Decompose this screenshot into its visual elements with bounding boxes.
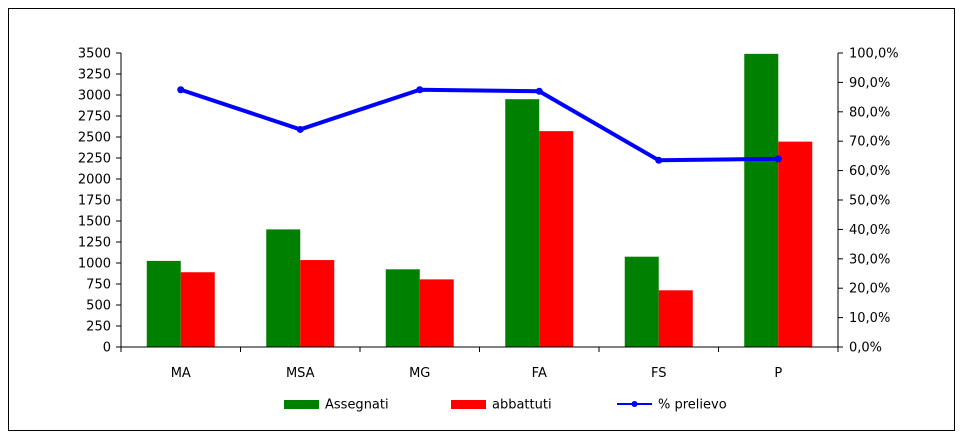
legend-swatch-assegnati bbox=[284, 400, 319, 409]
x-tick-label-mg: MG bbox=[409, 366, 430, 381]
y-left-tick-label: 750 bbox=[86, 278, 111, 293]
y-left-tick-label: 2750 bbox=[78, 110, 111, 125]
bar-assegnati-p bbox=[744, 53, 779, 348]
point-prelievo-msa bbox=[296, 125, 304, 133]
y-right-tick-label: 90,0% bbox=[849, 76, 890, 91]
legend-label-abbattuti: abbattuti bbox=[492, 398, 552, 413]
legend-label--prelievo: % prelievo bbox=[658, 398, 727, 413]
legend: Assegnati abbattuti % prelievo bbox=[284, 398, 727, 413]
y-right-tick-label: 10,0% bbox=[849, 311, 890, 326]
bar-assegnati-fa bbox=[505, 99, 540, 347]
y-left-tick-label: 1000 bbox=[78, 257, 111, 272]
legend-label-assegnati: Assegnati bbox=[325, 398, 389, 413]
y-left-tick-label: 250 bbox=[86, 320, 111, 335]
y-left-tick-label: 2250 bbox=[78, 152, 111, 167]
bar-abbattuti-msa bbox=[300, 260, 335, 347]
series-line-prelievo bbox=[180, 87, 779, 163]
y-right-tick-label: 20,0% bbox=[849, 282, 890, 297]
y-right-tick-label: 100,0% bbox=[849, 47, 899, 62]
x-tick-label-fs: FS bbox=[651, 366, 667, 381]
bar-abbattuti-fs bbox=[658, 290, 693, 347]
y-right-tick-label: 50,0% bbox=[849, 194, 890, 209]
line-layer bbox=[177, 86, 782, 164]
bar-abbattuti-ma bbox=[180, 272, 215, 347]
y-left-tick-label: 3000 bbox=[78, 89, 111, 104]
y-left-tick-label: 1750 bbox=[78, 194, 111, 209]
y-left-tick-label: 2000 bbox=[78, 173, 111, 188]
point-prelievo-p bbox=[774, 155, 782, 163]
chart-border bbox=[8, 8, 955, 431]
y-right-tick-label: 0,0% bbox=[849, 341, 882, 356]
x-tick-label-p: P bbox=[774, 366, 782, 381]
legend-swatch-abbattuti bbox=[451, 400, 486, 409]
x-tick-label-ma: MA bbox=[171, 366, 191, 381]
axes-layer: 0 250 500 750 1000 1250 1500 1750 2000 2250 2500 27… bbox=[78, 47, 899, 382]
y-right-tick-label: 60,0% bbox=[849, 164, 890, 179]
y-right-tick-label: 30,0% bbox=[849, 252, 890, 267]
y-left-tick-label: 1500 bbox=[78, 215, 111, 230]
bar-abbattuti-fa bbox=[539, 131, 574, 347]
y-right-tick-label: 40,0% bbox=[849, 223, 890, 238]
y-right-tick-label: 70,0% bbox=[849, 135, 890, 150]
point-prelievo-fs bbox=[655, 156, 663, 164]
y-left-tick-label: 500 bbox=[86, 299, 111, 314]
bar-assegnati-msa bbox=[266, 229, 301, 347]
y-right-tick-label: 80,0% bbox=[849, 105, 890, 120]
legend-marker--prelievo bbox=[631, 401, 638, 407]
bar-abbattuti-p bbox=[778, 141, 813, 347]
point-prelievo-mg bbox=[416, 86, 424, 94]
bar-assegnati-mg bbox=[385, 269, 420, 347]
bar-abbattuti-mg bbox=[419, 279, 454, 347]
y-left-tick-label: 3250 bbox=[78, 68, 111, 83]
y-left-tick-label: 2500 bbox=[78, 131, 111, 146]
bar-assegnati-ma bbox=[146, 260, 181, 347]
point-prelievo-ma bbox=[177, 86, 185, 94]
point-prelievo-fa bbox=[535, 87, 543, 95]
x-tick-label-fa: FA bbox=[532, 366, 547, 381]
bar-assegnati-fs bbox=[624, 256, 659, 347]
y-left-tick-label: 1250 bbox=[78, 236, 111, 251]
x-tick-label-msa: MSA bbox=[286, 366, 315, 381]
bars-layer bbox=[146, 53, 813, 348]
y-left-tick-label: 0 bbox=[103, 341, 111, 356]
y-left-tick-label: 3500 bbox=[78, 47, 111, 62]
